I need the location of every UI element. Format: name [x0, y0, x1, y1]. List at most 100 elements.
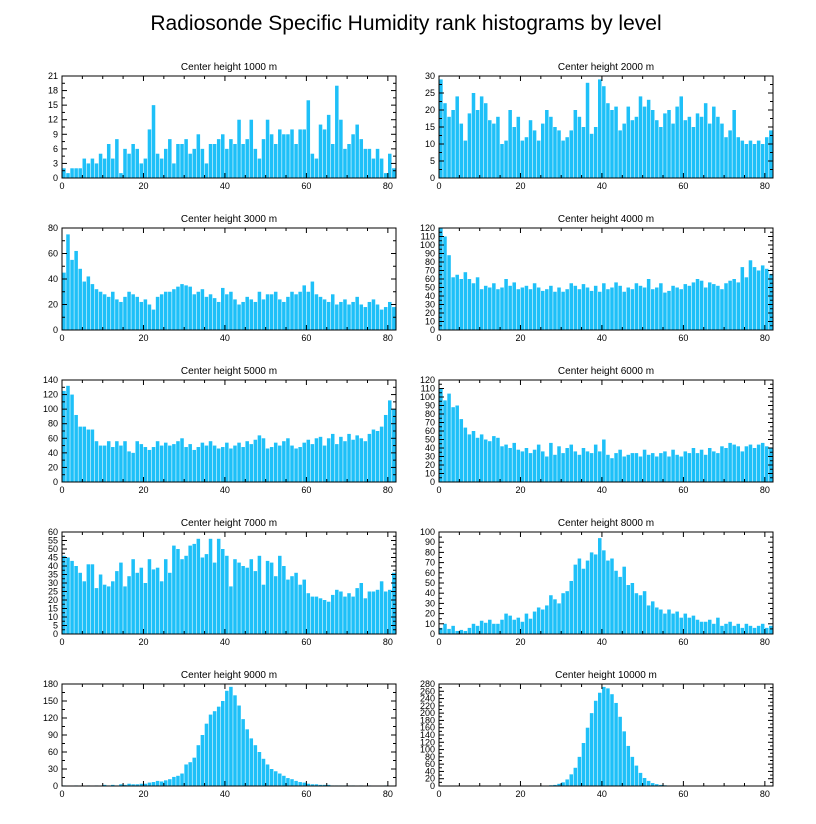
bar	[492, 283, 496, 330]
bar	[241, 447, 245, 482]
bar	[131, 144, 135, 178]
bar	[573, 451, 578, 482]
bar	[626, 745, 631, 786]
bar	[184, 764, 188, 786]
bar	[302, 442, 306, 482]
bar	[638, 96, 643, 178]
bar	[82, 426, 87, 482]
bar	[168, 779, 172, 786]
bar	[707, 282, 712, 330]
x-tick-label: 20	[515, 789, 525, 799]
y-tick-label: 30	[48, 578, 58, 588]
bar	[748, 444, 753, 482]
bar	[622, 566, 626, 634]
bar	[724, 137, 728, 178]
bar	[383, 173, 388, 178]
y-tick-label: 0	[430, 325, 435, 335]
bar	[606, 560, 610, 634]
bar	[716, 116, 720, 178]
bar	[192, 543, 197, 634]
panel-9: Center height 9000 m 0 20 40 60 80 0 30 60 90 120 1…	[43, 670, 397, 799]
bar	[237, 304, 241, 330]
x-tick-label: 40	[220, 637, 230, 647]
bar	[598, 79, 602, 178]
bar	[663, 113, 667, 178]
y-tick-label: 21	[48, 71, 58, 81]
y-tick-label: 60	[48, 747, 58, 757]
bar	[581, 127, 586, 178]
bar	[363, 148, 368, 178]
bar	[98, 574, 103, 634]
bar	[475, 110, 480, 178]
bar	[306, 439, 311, 482]
bar	[622, 731, 626, 786]
bar	[253, 439, 258, 482]
bar	[359, 438, 364, 482]
bar	[565, 591, 569, 634]
y-tick-label: 240	[420, 694, 435, 704]
bar	[127, 783, 131, 786]
bar	[622, 291, 626, 330]
bar	[147, 129, 152, 178]
bar	[367, 301, 372, 330]
bar	[314, 784, 319, 786]
bar	[524, 285, 529, 330]
x-tick-label: 0	[59, 333, 64, 343]
bar	[302, 579, 306, 634]
bar	[602, 439, 606, 482]
bar	[545, 110, 549, 178]
bar	[642, 287, 647, 330]
y-tick-label: 90	[425, 537, 435, 547]
bar	[163, 148, 168, 178]
y-tick-label: 0	[53, 173, 58, 183]
bar	[62, 272, 66, 331]
bar	[82, 158, 87, 178]
bar	[102, 584, 107, 634]
bar	[225, 690, 229, 786]
x-tick-label: 60	[678, 485, 688, 495]
x-tick-label: 40	[597, 333, 607, 343]
bar	[278, 773, 282, 786]
bar	[630, 289, 635, 330]
bar	[508, 615, 512, 634]
bar	[752, 448, 757, 482]
bar	[131, 452, 135, 482]
bar	[225, 555, 229, 634]
y-tick-label: 20	[425, 460, 435, 470]
bar	[98, 445, 103, 482]
bar	[569, 130, 574, 178]
bar	[135, 148, 139, 178]
bar	[249, 559, 254, 634]
bar	[483, 439, 488, 482]
bar	[602, 283, 606, 330]
bar	[756, 140, 761, 178]
bar	[151, 309, 156, 330]
bar	[585, 451, 590, 482]
bar	[196, 447, 201, 482]
bar	[123, 296, 127, 330]
bar	[163, 780, 168, 786]
y-tick-label: 140	[43, 375, 58, 385]
bar	[540, 609, 545, 634]
y-tick-label: 15	[48, 100, 58, 110]
bar	[581, 284, 586, 330]
bar	[225, 148, 229, 178]
bar	[679, 96, 683, 178]
bar	[577, 289, 582, 330]
bar	[159, 445, 164, 482]
y-tick-label: 25	[48, 587, 58, 597]
y-tick-label: 70	[425, 418, 435, 428]
bar	[650, 110, 655, 178]
bar	[724, 448, 728, 482]
bar	[388, 153, 392, 178]
bar	[310, 153, 315, 178]
y-tick-label: 60	[48, 433, 58, 443]
bar	[294, 448, 298, 482]
bar	[143, 583, 148, 634]
bar	[111, 291, 115, 330]
x-tick-label: 80	[760, 789, 770, 799]
bar	[265, 294, 270, 330]
y-tick-label: 30	[48, 764, 58, 774]
bar	[375, 431, 380, 482]
bar	[765, 268, 769, 330]
